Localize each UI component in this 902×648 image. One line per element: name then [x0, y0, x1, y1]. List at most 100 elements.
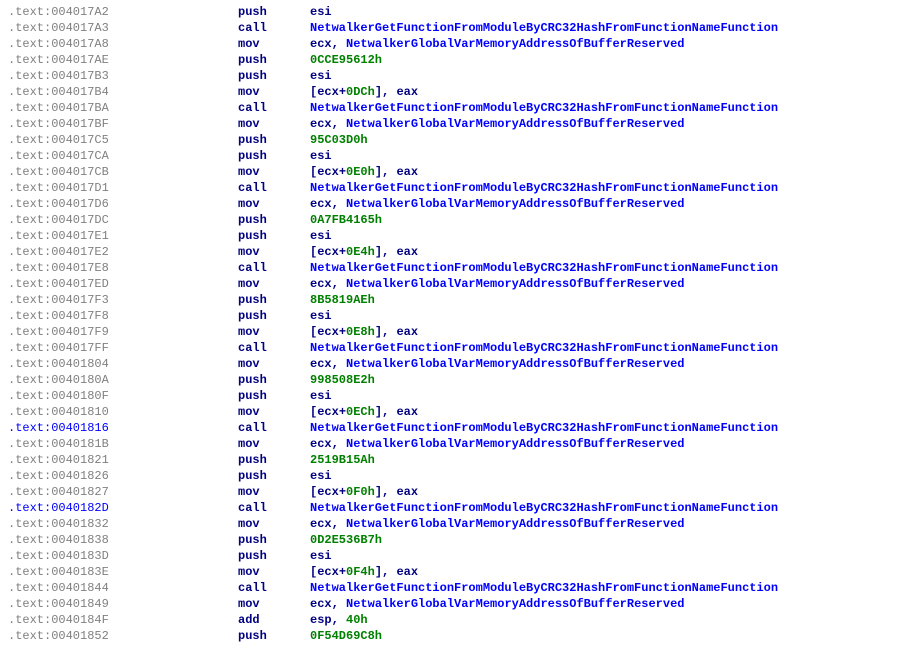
operand-reg: ecx	[310, 277, 332, 291]
disasm-line[interactable]: .text:004017EDmovecx, NetwalkerGlobalVar…	[8, 276, 894, 292]
operands: esp, 40h	[310, 612, 368, 628]
mnemonic: mov	[238, 164, 310, 180]
disasm-line[interactable]: .text:0040184Faddesp, 40h	[8, 612, 894, 628]
disasm-line[interactable]: .text:00401826pushesi	[8, 468, 894, 484]
address-label: .text:00401827	[8, 484, 238, 500]
operands: ecx, NetwalkerGlobalVarMemoryAddressOfBu…	[310, 596, 684, 612]
disasm-line[interactable]: .text:004017E2mov[ecx+0E4h], eax	[8, 244, 894, 260]
disasm-line[interactable]: .text:0040180Apush998508E2h	[8, 372, 894, 388]
operands: [ecx+0E8h], eax	[310, 324, 418, 340]
mnemonic: call	[238, 500, 310, 516]
operands: esi	[310, 68, 332, 84]
operand-reg: ecx	[310, 37, 332, 51]
address-label: .text:004017FF	[8, 340, 238, 356]
disasm-line[interactable]: .text:00401816callNetwalkerGetFunctionFr…	[8, 420, 894, 436]
disasm-line[interactable]: .text:004017A8movecx, NetwalkerGlobalVar…	[8, 36, 894, 52]
mnemonic: mov	[238, 276, 310, 292]
operand-reg: ecx	[317, 325, 339, 339]
address-label: .text:0040183D	[8, 548, 238, 564]
address-label: .text:004017E8	[8, 260, 238, 276]
disasm-line[interactable]: .text:00401844callNetwalkerGetFunctionFr…	[8, 580, 894, 596]
mnemonic: call	[238, 20, 310, 36]
operand-reg: eax	[396, 405, 418, 419]
operand-ident: NetwalkerGlobalVarMemoryAddressOfBufferR…	[346, 597, 684, 611]
disasm-line[interactable]: .text:00401810mov[ecx+0ECh], eax	[8, 404, 894, 420]
operand-imm: 0E8h	[346, 325, 375, 339]
disasm-line[interactable]: .text:0040183Emov[ecx+0F4h], eax	[8, 564, 894, 580]
operands: ecx, NetwalkerGlobalVarMemoryAddressOfBu…	[310, 276, 684, 292]
operand-reg: esp	[310, 613, 332, 627]
disasm-line[interactable]: .text:004017F9mov[ecx+0E8h], eax	[8, 324, 894, 340]
disasm-line[interactable]: .text:00401821push2519B15Ah	[8, 452, 894, 468]
operand-reg: ecx	[317, 485, 339, 499]
operand-pun: ],	[375, 165, 397, 179]
disasm-line[interactable]: .text:004017E8callNetwalkerGetFunctionFr…	[8, 260, 894, 276]
address-label: .text:004017F9	[8, 324, 238, 340]
disasm-line[interactable]: .text:0040181Bmovecx, NetwalkerGlobalVar…	[8, 436, 894, 452]
operand-pun: +	[339, 565, 346, 579]
operand-pun: +	[339, 245, 346, 259]
operand-reg: eax	[396, 485, 418, 499]
disasm-line[interactable]: .text:004017A2pushesi	[8, 4, 894, 20]
operands: ecx, NetwalkerGlobalVarMemoryAddressOfBu…	[310, 356, 684, 372]
operand-pun: ],	[375, 565, 397, 579]
disasm-line[interactable]: .text:004017FFcallNetwalkerGetFunctionFr…	[8, 340, 894, 356]
disasm-line[interactable]: .text:00401838push0D2E536B7h	[8, 532, 894, 548]
operands: 0CCE95612h	[310, 52, 382, 68]
disasm-line[interactable]: .text:0040180Fpushesi	[8, 388, 894, 404]
address-label: .text:00401844	[8, 580, 238, 596]
operand-pun: ],	[375, 405, 397, 419]
disasm-line[interactable]: .text:004017B3pushesi	[8, 68, 894, 84]
disasm-line[interactable]: .text:00401827mov[ecx+0F0h], eax	[8, 484, 894, 500]
address-label: .text:004017F8	[8, 308, 238, 324]
operand-pun: ],	[375, 325, 397, 339]
operand-reg: ecx	[317, 565, 339, 579]
disasm-line[interactable]: .text:004017D6movecx, NetwalkerGlobalVar…	[8, 196, 894, 212]
operand-ident: NetwalkerGlobalVarMemoryAddressOfBufferR…	[346, 517, 684, 531]
disasm-line[interactable]: .text:004017A3callNetwalkerGetFunctionFr…	[8, 20, 894, 36]
disasm-line[interactable]: .text:0040183Dpushesi	[8, 548, 894, 564]
disasm-line[interactable]: .text:004017B4mov[ecx+0DCh], eax	[8, 84, 894, 100]
disasm-line[interactable]: .text:0040182DcallNetwalkerGetFunctionFr…	[8, 500, 894, 516]
mnemonic: mov	[238, 244, 310, 260]
mnemonic: push	[238, 52, 310, 68]
disasm-line[interactable]: .text:00401849movecx, NetwalkerGlobalVar…	[8, 596, 894, 612]
operand-ident: NetwalkerGlobalVarMemoryAddressOfBufferR…	[346, 357, 684, 371]
mnemonic: mov	[238, 324, 310, 340]
operand-reg: esi	[310, 149, 332, 163]
disasm-line[interactable]: .text:004017DCpush0A7FB4165h	[8, 212, 894, 228]
operand-ident: NetwalkerGetFunctionFromModuleByCRC32Has…	[310, 261, 778, 275]
address-label: .text:004017ED	[8, 276, 238, 292]
mnemonic: mov	[238, 196, 310, 212]
operand-pun: +	[339, 325, 346, 339]
disasm-line[interactable]: .text:004017E1pushesi	[8, 228, 894, 244]
disasm-line[interactable]: .text:004017BAcallNetwalkerGetFunctionFr…	[8, 100, 894, 116]
operand-reg: esi	[310, 389, 332, 403]
disasm-line[interactable]: .text:004017F8pushesi	[8, 308, 894, 324]
disasm-line[interactable]: .text:004017CApushesi	[8, 148, 894, 164]
operands: [ecx+0E0h], eax	[310, 164, 418, 180]
mnemonic: push	[238, 468, 310, 484]
disasm-line[interactable]: .text:00401832movecx, NetwalkerGlobalVar…	[8, 516, 894, 532]
disasm-line[interactable]: .text:004017CBmov[ecx+0E0h], eax	[8, 164, 894, 180]
operand-imm: 0DCh	[346, 85, 375, 99]
address-label: .text:004017BA	[8, 100, 238, 116]
operands: NetwalkerGetFunctionFromModuleByCRC32Has…	[310, 100, 778, 116]
disasm-line[interactable]: .text:004017D1callNetwalkerGetFunctionFr…	[8, 180, 894, 196]
operands: ecx, NetwalkerGlobalVarMemoryAddressOfBu…	[310, 436, 684, 452]
disasm-line[interactable]: .text:004017C5push95C03D0h	[8, 132, 894, 148]
disasm-line[interactable]: .text:00401852push0F54D69C8h	[8, 628, 894, 644]
disasm-line[interactable]: .text:004017BFmovecx, NetwalkerGlobalVar…	[8, 116, 894, 132]
operand-reg: ecx	[310, 437, 332, 451]
disasm-line[interactable]: .text:00401804movecx, NetwalkerGlobalVar…	[8, 356, 894, 372]
operand-imm: 0E0h	[346, 165, 375, 179]
operand-pun: ],	[375, 245, 397, 259]
disasm-line[interactable]: .text:004017AEpush0CCE95612h	[8, 52, 894, 68]
disasm-line[interactable]: .text:004017F3push8B5819AEh	[8, 292, 894, 308]
mnemonic: push	[238, 388, 310, 404]
address-label: .text:004017A8	[8, 36, 238, 52]
address-label: .text:004017AE	[8, 52, 238, 68]
operands: ecx, NetwalkerGlobalVarMemoryAddressOfBu…	[310, 516, 684, 532]
operand-pun: +	[339, 485, 346, 499]
operand-reg: esi	[310, 69, 332, 83]
